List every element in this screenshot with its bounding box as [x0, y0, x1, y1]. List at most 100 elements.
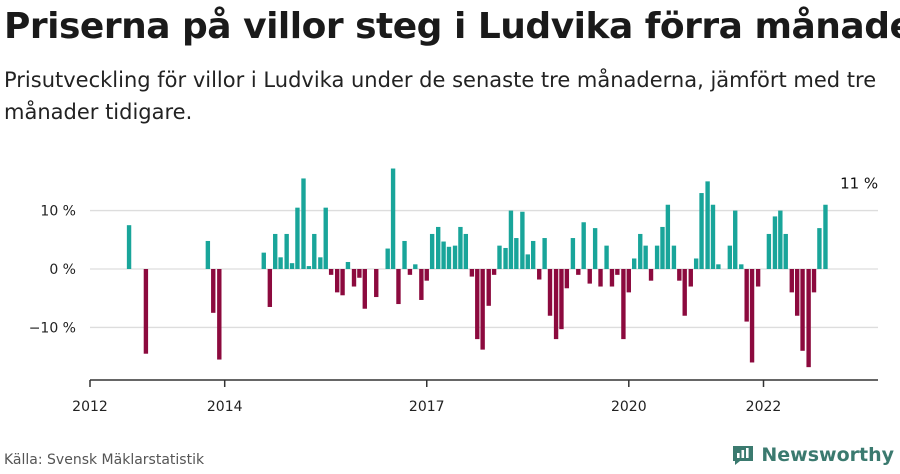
bars	[126, 168, 828, 368]
bar	[318, 257, 323, 269]
bar	[278, 257, 283, 269]
bar	[581, 222, 586, 269]
bar	[323, 207, 328, 269]
bar	[463, 233, 469, 269]
x-tick-label: 2022	[746, 399, 782, 415]
bar	[766, 233, 772, 269]
bar	[615, 269, 620, 275]
bar	[530, 240, 536, 269]
bar	[800, 269, 805, 351]
bar	[772, 216, 778, 269]
bar	[727, 245, 733, 269]
bar	[587, 269, 592, 284]
bar	[823, 204, 828, 269]
bar	[284, 233, 289, 269]
brand-name: Newsworthy	[761, 444, 894, 466]
bar	[643, 245, 648, 269]
y-tick-label: −10 %	[29, 320, 76, 336]
bar	[604, 245, 609, 269]
bar-chart: −10 % 0 % 10 % 2012 2014 2017 2020 2022 11 %	[29, 168, 878, 415]
newsworthy-logo-icon	[733, 446, 754, 465]
bar	[402, 240, 407, 269]
bar	[351, 269, 357, 287]
bar	[491, 269, 497, 275]
bar	[671, 245, 677, 269]
bar	[126, 225, 132, 269]
bar	[542, 238, 547, 269]
bar	[362, 269, 367, 309]
bar	[564, 269, 570, 289]
bar	[638, 233, 643, 269]
bar	[334, 269, 340, 293]
bar	[559, 269, 564, 330]
bar	[783, 233, 788, 269]
bar	[553, 269, 559, 340]
bar	[301, 178, 306, 269]
bar	[396, 269, 401, 305]
x-tick-label: 2017	[409, 399, 445, 415]
bar	[632, 258, 637, 269]
bar	[806, 269, 811, 368]
bar	[677, 269, 682, 281]
bar	[217, 269, 222, 360]
bar	[205, 240, 211, 269]
bar	[469, 269, 475, 277]
bar	[413, 264, 418, 269]
bar	[312, 233, 317, 269]
bar	[739, 264, 744, 269]
y-axis-labels: −10 % 0 % 10 %	[29, 204, 76, 337]
bar	[525, 254, 530, 269]
bar	[514, 238, 519, 269]
bar	[452, 245, 458, 269]
x-axis: 2012 2014 2017 2020 2022	[72, 379, 878, 415]
chart-title: Priserna på villor steg i Ludvika förra …	[4, 6, 900, 47]
x-tick-label: 2012	[72, 399, 108, 415]
bar	[682, 269, 687, 316]
bar	[407, 269, 413, 275]
x-tick-label: 2014	[207, 399, 243, 415]
bar	[654, 245, 660, 269]
bar	[267, 269, 273, 307]
bar	[503, 247, 508, 269]
annotations: 11 %	[840, 175, 878, 193]
bar	[345, 261, 351, 269]
bar	[419, 269, 424, 300]
bar	[592, 228, 598, 269]
y-tick-label: 10 %	[40, 204, 76, 220]
bar	[749, 269, 755, 363]
bar	[374, 269, 379, 298]
bar	[598, 269, 603, 287]
bar	[811, 269, 817, 293]
bar	[665, 204, 671, 269]
brand-logo-group[interactable]: Newsworthy	[731, 443, 894, 467]
bar	[648, 269, 654, 281]
bar	[508, 210, 514, 269]
bar	[497, 245, 502, 269]
bar	[626, 269, 631, 293]
bar	[705, 181, 710, 269]
bar	[261, 252, 266, 269]
x-tick-label: 2020	[611, 399, 647, 415]
bar	[716, 264, 721, 269]
bar	[480, 269, 485, 350]
latest-value-label: 11 %	[840, 175, 878, 193]
bar	[609, 269, 615, 287]
bar	[794, 269, 800, 316]
bar	[621, 269, 626, 340]
bar	[710, 204, 716, 269]
bar	[547, 269, 553, 316]
bar	[295, 207, 300, 269]
bar	[289, 263, 295, 269]
bar	[817, 228, 822, 269]
bar	[778, 210, 783, 269]
bar	[733, 210, 738, 269]
bar	[390, 168, 396, 269]
bar	[328, 269, 334, 275]
bar	[699, 193, 704, 269]
bar	[143, 269, 149, 354]
bar	[429, 233, 435, 269]
bar	[570, 238, 576, 269]
bar	[441, 241, 446, 269]
bar	[486, 269, 491, 306]
bar	[424, 269, 429, 281]
